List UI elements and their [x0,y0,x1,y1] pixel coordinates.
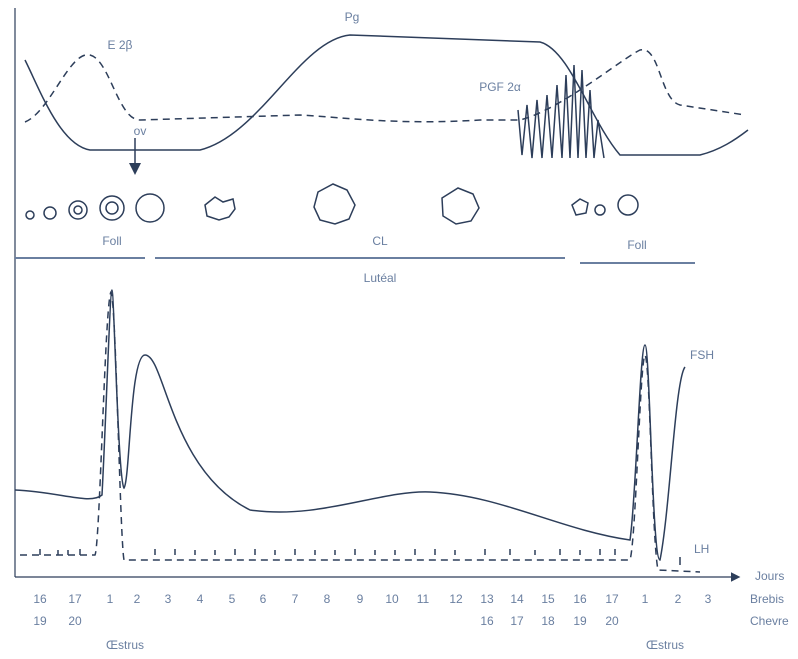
e2-label: E 2β [108,38,133,52]
top-curves [24,34,749,175]
fsh-label: FSH [690,348,714,362]
day-label: 19 [33,614,47,628]
row-label: Brebis [750,592,784,606]
axes [14,8,741,582]
day-label: 20 [605,614,619,628]
pgf-label: PGF 2α [479,80,521,94]
day-label: 17 [605,592,619,606]
day-label: 17 [510,614,524,628]
bottom-curves [14,289,701,573]
phase-label: CL [372,234,388,248]
axis-unit: Jours [755,569,784,583]
day-label: 15 [541,592,555,606]
oestrus-label: Œstrus [646,638,684,652]
day-label: 3 [705,592,712,606]
day-label: 18 [541,614,555,628]
day-label: 3 [165,592,172,606]
day-label: 7 [292,592,299,606]
day-label: 16 [33,592,47,606]
day-label: 14 [510,592,524,606]
day-label: 6 [260,592,267,606]
phase-label: Lutéal [364,271,397,285]
pg-label: Pg [345,10,360,24]
day-label: 12 [449,592,463,606]
phase-lines [15,257,695,264]
ov-label: ov [134,124,147,138]
phase-label: Foll [102,234,121,248]
day-label: 5 [229,592,236,606]
day-label: 17 [68,592,82,606]
day-label: 13 [480,592,494,606]
day-label: 19 [573,614,587,628]
day-label: 1 [107,592,114,606]
day-label: 4 [197,592,204,606]
day-label: 20 [68,614,82,628]
day-label: 10 [385,592,399,606]
phase-label: Foll [627,238,646,252]
day-label: 8 [324,592,331,606]
day-label: 1 [642,592,649,606]
row-label: Chevre [750,614,789,628]
lh-label: LH [694,542,709,556]
day-label: 2 [134,592,141,606]
day-label: 2 [675,592,682,606]
day-label: 16 [573,592,587,606]
day-label: 11 [417,592,430,606]
oestrus-label: Œstrus [106,638,144,652]
follicles [25,183,639,225]
day-label: 16 [480,614,494,628]
day-label: 9 [357,592,364,606]
